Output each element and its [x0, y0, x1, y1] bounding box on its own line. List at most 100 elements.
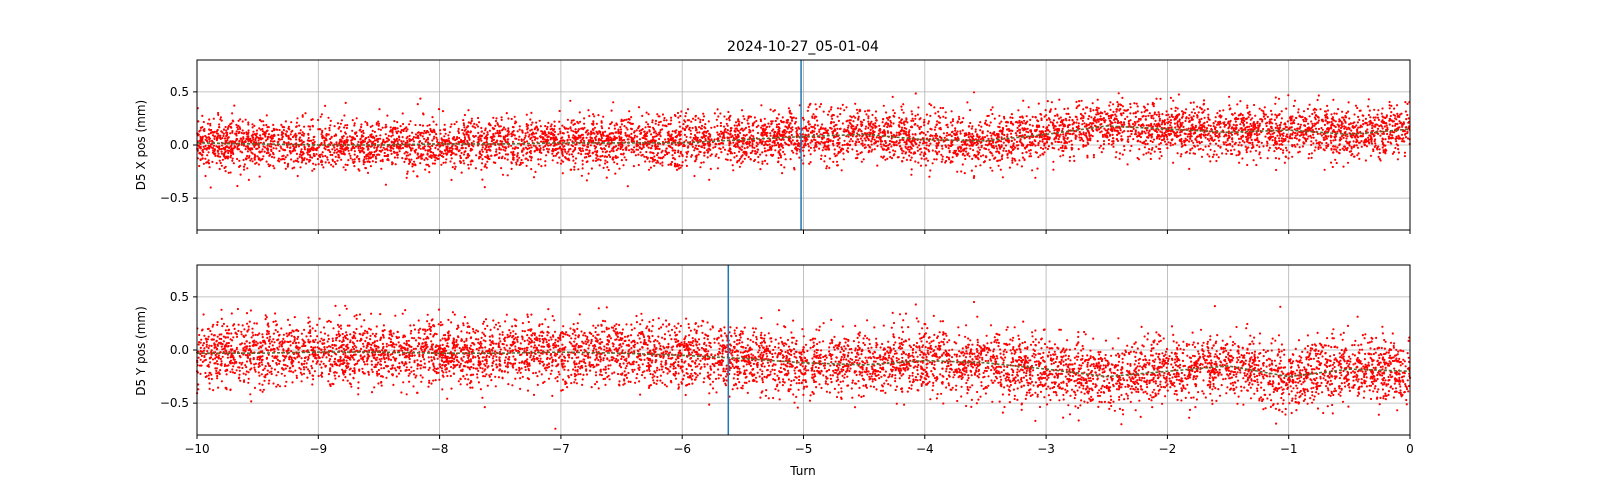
scatter-point: [362, 147, 365, 150]
scatter-point: [1167, 141, 1170, 144]
scatter-point: [1285, 107, 1288, 110]
scatter-point: [376, 140, 379, 143]
scatter-point: [363, 155, 366, 159]
scatter-point: [606, 166, 609, 169]
scatter-point: [585, 148, 589, 151]
scatter-point: [501, 145, 504, 148]
scatter-point: [525, 164, 528, 167]
scatter-point: [1272, 144, 1275, 147]
scatter-point: [1258, 107, 1261, 110]
scatter-point: [863, 137, 866, 140]
scatter-point: [1343, 119, 1346, 122]
scatter-point: [720, 151, 723, 154]
scatter-point: [789, 158, 792, 161]
scatter-point: [1184, 119, 1187, 123]
scatter-point: [1312, 142, 1315, 145]
scatter-point: [1200, 117, 1203, 120]
scatter-point: [1290, 115, 1293, 118]
scatter-point: [331, 148, 334, 151]
scatter-point: [298, 139, 301, 143]
scatter-point: [290, 121, 293, 124]
scatter-point: [1256, 134, 1259, 137]
scatter-point: [687, 150, 690, 153]
scatter-point: [828, 166, 831, 169]
scatter-point: [881, 121, 884, 124]
scatter-point: [1015, 134, 1018, 137]
scatter-point: [1150, 116, 1153, 119]
scatter-point: [573, 122, 577, 125]
scatter-point: [561, 136, 564, 139]
scatter-point: [1078, 104, 1081, 107]
scatter-point: [854, 128, 857, 131]
scatter-point: [1123, 130, 1126, 133]
scatter-point: [1111, 114, 1114, 117]
scatter-point: [1154, 119, 1157, 122]
scatter-point: [526, 148, 529, 151]
scatter-point: [735, 142, 738, 145]
scatter-point: [353, 158, 356, 161]
scatter-point: [661, 113, 665, 116]
scatter-point: [1403, 155, 1406, 158]
scatter-point: [656, 147, 659, 150]
scatter-point: [729, 159, 732, 162]
scatter-point: [949, 121, 953, 124]
scatter-point: [1130, 144, 1133, 148]
scatter-point: [390, 147, 393, 150]
scatter-point: [436, 140, 439, 143]
scatter-point: [1028, 137, 1031, 140]
scatter-point: [1342, 116, 1345, 119]
scatter-point: [789, 112, 792, 115]
scatter-point: [391, 134, 394, 137]
scatter-point: [1151, 125, 1155, 128]
scatter-point: [1266, 157, 1269, 160]
scatter-point: [873, 130, 876, 133]
scatter-point: [1112, 145, 1115, 148]
scatter-point: [1329, 139, 1332, 142]
scatter-point: [753, 116, 757, 119]
scatter-point: [713, 138, 716, 141]
scatter-point: [289, 146, 292, 149]
scatter-point: [574, 128, 577, 131]
scatter-point: [617, 128, 620, 131]
scatter-point: [1170, 113, 1173, 116]
scatter-point: [633, 136, 636, 139]
scatter-point: [815, 108, 818, 111]
scatter-point: [383, 154, 386, 158]
scatter-point: [585, 136, 588, 139]
scatter-point: [317, 128, 320, 131]
scatter-point: [923, 158, 926, 161]
scatter-point: [429, 129, 433, 133]
scatter-point: [771, 120, 774, 123]
scatter-point: [309, 128, 312, 131]
scatter-point: [769, 145, 772, 148]
scatter-point: [378, 149, 381, 152]
scatter-point: [342, 166, 345, 169]
scatter-point: [914, 92, 917, 95]
scatter-point: [1138, 148, 1141, 151]
scatter-point: [316, 157, 319, 161]
scatter-point: [432, 151, 435, 154]
scatter-point: [279, 145, 282, 148]
scatter-point: [236, 128, 240, 131]
scatter-point: [1085, 144, 1088, 147]
scatter-point: [467, 121, 470, 124]
scatter-point: [1119, 121, 1122, 124]
scatter-point: [911, 117, 914, 120]
scatter-point: [1018, 131, 1022, 134]
scatter-point: [1158, 143, 1161, 146]
scatter-point: [513, 115, 516, 118]
scatter-point: [846, 119, 849, 122]
scatter-point: [1322, 136, 1325, 139]
scatter-point: [1046, 100, 1049, 103]
scatter-point: [454, 144, 457, 147]
scatter-point: [972, 149, 975, 152]
scatter-point: [324, 104, 327, 107]
scatter-point: [546, 125, 549, 129]
scatter-point: [1274, 113, 1277, 116]
scatter-point: [565, 142, 568, 145]
scatter-point: [281, 135, 284, 138]
scatter-point: [477, 138, 480, 141]
scatter-point: [518, 156, 521, 159]
scatter-point: [1168, 116, 1171, 119]
scatter-point: [1209, 134, 1212, 137]
